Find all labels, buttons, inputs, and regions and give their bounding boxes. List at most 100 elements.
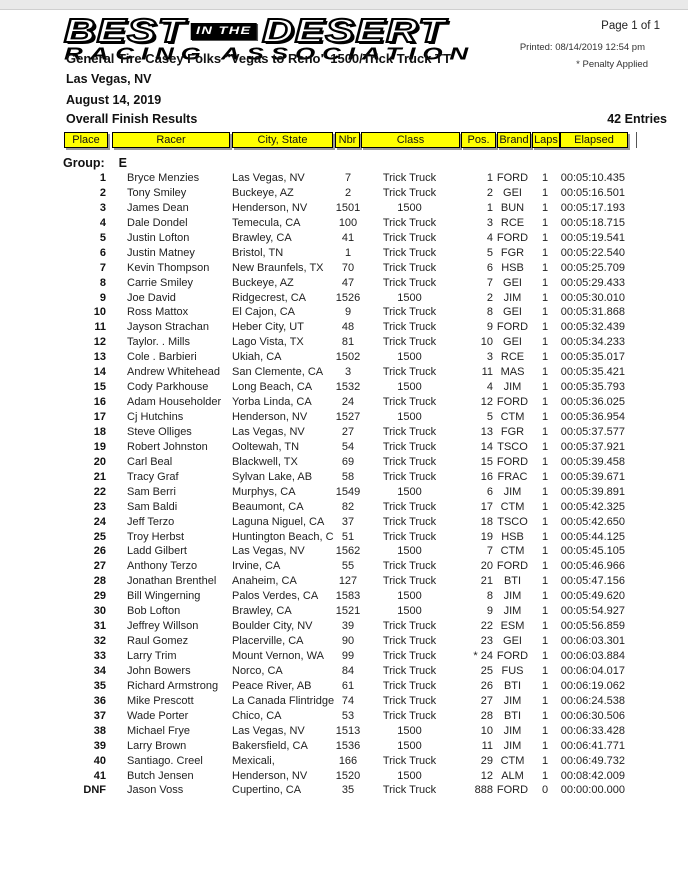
cell-laps: 1 <box>541 201 549 214</box>
cell-city: Ukiah, CA <box>232 351 282 364</box>
cell-cls: Trick Truck <box>382 261 437 274</box>
best-in-the-desert-logo: BEST IN THE DESERT RACING ASSOCIATION <box>63 12 484 66</box>
cell-brand: RCE <box>500 216 525 229</box>
cell-laps: 1 <box>541 172 549 184</box>
cell-elapsed: 00:05:18.715 <box>560 216 625 229</box>
cell-nbr: 1521 <box>335 605 361 618</box>
cell-place: 9 <box>99 291 106 304</box>
cell-cls: 1500 <box>397 545 422 558</box>
cell-pos: 9 <box>486 321 493 334</box>
cell-nbr: 1526 <box>335 291 361 304</box>
cell-racer: Bob Lofton <box>127 605 181 618</box>
logo-best-text: BEST <box>63 12 186 49</box>
cell-brand: CTM <box>500 411 525 423</box>
cell-elapsed: 00:05:34.233 <box>560 336 625 349</box>
cell-nbr: 1583 <box>335 590 361 603</box>
cell-elapsed: 00:05:44.125 <box>560 530 625 543</box>
cell-pos: 27 <box>480 694 493 707</box>
event-location: Las Vegas, NV <box>66 72 152 86</box>
column-header-city-state: City, State <box>232 132 333 148</box>
cell-nbr: 58 <box>341 470 355 483</box>
page-number-label: Page 1 of 1 <box>601 20 660 32</box>
column-header-racer: Racer <box>112 132 230 148</box>
cell-place: 4 <box>99 216 106 229</box>
table-row: 17 Cj Hutchins Henderson, NV 1527 1500 5 CTM 1 0… <box>64 410 625 425</box>
cell-cls: 1500 <box>397 381 422 394</box>
printed-timestamp: Printed: 08/14/2019 12:54 pm <box>519 42 645 53</box>
cell-elapsed: 00:05:46.966 <box>560 560 625 573</box>
cell-cls: Trick Truck <box>382 500 437 513</box>
cell-nbr: 3 <box>344 366 352 379</box>
cell-city: Temecula, CA <box>232 216 301 229</box>
cell-elapsed: 00:05:17.193 <box>560 201 625 214</box>
cell-place: 8 <box>99 276 106 289</box>
cell-city: Las Vegas, NV <box>232 724 305 737</box>
cell-elapsed: 00:05:25.709 <box>560 261 625 274</box>
cell-brand: HSB <box>501 261 524 274</box>
cell-laps: 1 <box>541 590 549 603</box>
table-row: 3 James Dean Henderson, NV 1501 1500 1 BUN 1 00:… <box>64 201 625 216</box>
cell-racer: Taylor. . Mills <box>127 336 190 349</box>
cell-brand: ALM <box>501 769 524 782</box>
cell-place: 33 <box>93 650 106 662</box>
table-row: 34 John Bowers Norco, CA 84 Trick Truck 25 FUS… <box>64 664 625 679</box>
cell-brand: ESM <box>500 620 525 633</box>
cell-city: Mexicali, <box>232 754 275 767</box>
cell-place: 25 <box>93 530 106 543</box>
cell-city: Ooltewah, TN <box>232 440 300 453</box>
cell-pos: 26 <box>480 679 493 692</box>
table-row: 12 Taylor. . Mills Lago Vista, TX 81 Trick T… <box>64 335 625 350</box>
cell-nbr: 1520 <box>335 769 361 782</box>
cell-brand: FORD <box>496 560 529 573</box>
cell-city: New Braunfels, TX <box>232 261 324 274</box>
cell-brand: GEI <box>503 276 522 289</box>
column-header-laps: Laps <box>532 132 560 148</box>
cell-place: 12 <box>93 336 106 349</box>
cell-elapsed: 00:05:10.435 <box>560 172 625 184</box>
cell-racer: Cj Hutchins <box>127 411 184 423</box>
cell-nbr: 1532 <box>335 381 361 394</box>
cell-nbr: 1527 <box>335 411 361 423</box>
cell-laps: 1 <box>541 679 549 692</box>
cell-pos: 23 <box>480 635 493 648</box>
cell-laps: 1 <box>541 620 549 633</box>
cell-elapsed: 00:08:42.009 <box>560 769 625 782</box>
cell-brand: FORD <box>496 172 529 184</box>
cell-laps: 1 <box>541 709 549 722</box>
cell-place: 2 <box>99 186 106 199</box>
table-row: 21 Tracy Graf Sylvan Lake, AB 58 Trick Truck… <box>64 470 625 485</box>
cell-place: 36 <box>93 694 106 707</box>
report-title: Overall Finish Results <box>66 112 198 126</box>
cell-cls: 1500 <box>397 724 422 737</box>
cell-cls: Trick Truck <box>382 560 437 573</box>
cell-racer: Tony Smiley <box>127 186 187 199</box>
cell-cls: Trick Truck <box>382 396 437 409</box>
cell-elapsed: 00:06:03.884 <box>560 650 625 662</box>
table-row: 30 Bob Lofton Brawley, CA 1521 1500 9 JIM 1 00:0… <box>64 604 625 619</box>
cell-cls: 1500 <box>397 485 422 498</box>
cell-brand: GEI <box>503 336 522 349</box>
penalty-applied-note: * Penalty Applied <box>576 59 648 70</box>
cell-racer: Andrew Whitehead <box>127 366 220 379</box>
cell-city: Murphys, CA <box>232 485 296 498</box>
cell-nbr: 166 <box>338 754 358 767</box>
cell-elapsed: 00:05:22.540 <box>560 246 625 259</box>
table-row: 28 Jonathan Brenthel Anaheim, CA 127 Trick T… <box>64 574 625 589</box>
cell-cls: Trick Truck <box>382 366 437 379</box>
cell-cls: Trick Truck <box>382 336 437 349</box>
cell-cls: Trick Truck <box>382 530 437 543</box>
cell-laps: 1 <box>541 769 549 782</box>
cell-place: 32 <box>93 635 106 648</box>
cell-nbr: 41 <box>341 231 355 244</box>
cell-place: 15 <box>93 381 106 394</box>
column-header-pos: Pos. <box>461 132 496 148</box>
cell-place: 7 <box>99 261 106 274</box>
cell-place: 19 <box>93 440 106 453</box>
cell-nbr: 1549 <box>335 485 361 498</box>
cell-laps: 1 <box>541 351 549 364</box>
cell-elapsed: 00:05:35.421 <box>560 366 625 379</box>
cell-place: 40 <box>93 754 106 767</box>
table-row: 6 Justin Matney Bristol, TN 1 Trick Truck 5 FG… <box>64 246 625 261</box>
cell-pos: 10 <box>480 336 493 349</box>
cell-laps: 1 <box>541 635 549 648</box>
